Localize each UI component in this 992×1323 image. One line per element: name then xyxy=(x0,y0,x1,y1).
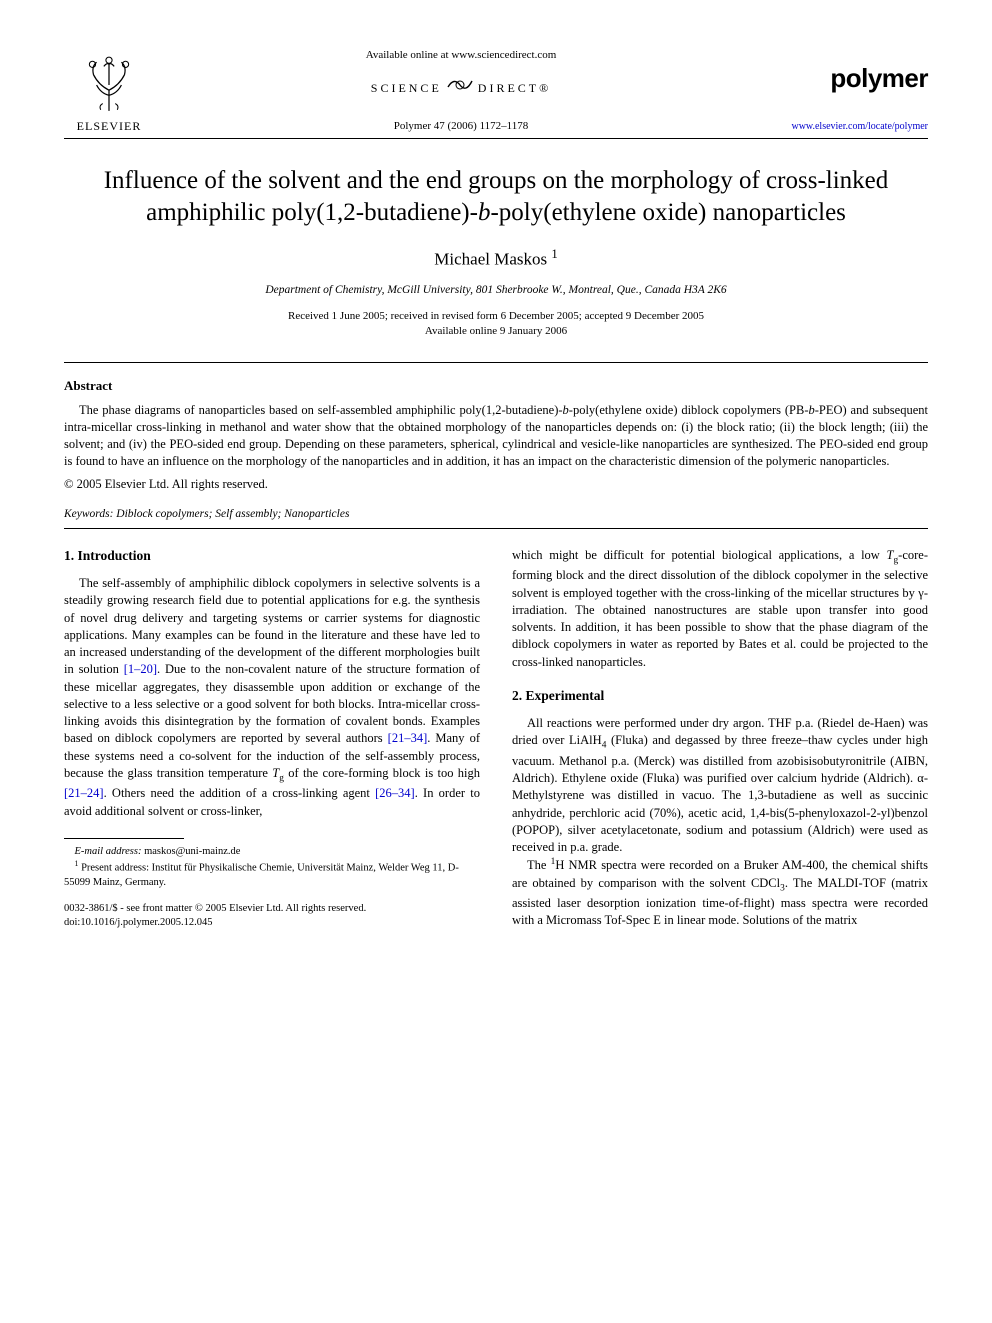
section-2-head: 2. Experimental xyxy=(512,687,928,705)
exp-p2a: The xyxy=(527,859,551,873)
available-online-text: Available online at www.sciencedirect.co… xyxy=(154,48,768,63)
journal-name: polymer xyxy=(768,61,928,96)
keywords-value: Diblock copolymers; Self assembly; Nanop… xyxy=(113,508,349,520)
keywords-rule xyxy=(64,528,928,529)
article-title: Influence of the solvent and the end gro… xyxy=(84,165,908,230)
sciencedirect-logo: SCIENCE DIRECT® xyxy=(371,73,551,103)
intro-p1d: of the core-forming block is too high xyxy=(284,766,480,780)
right-column: which might be difficult for potential b… xyxy=(512,547,928,930)
publisher-logo-block: ELSEVIER xyxy=(64,54,154,134)
sd-left: SCIENCE xyxy=(371,80,442,96)
abstract-copyright: © 2005 Elsevier Ltd. All rights reserved… xyxy=(64,476,928,493)
footer-line-2: doi:10.1016/j.polymer.2005.12.045 xyxy=(64,916,480,930)
sd-swirl-icon xyxy=(446,73,474,103)
ref-21-34[interactable]: [21–34] xyxy=(388,731,428,745)
header-center: Available online at www.sciencedirect.co… xyxy=(154,48,768,134)
header-rule xyxy=(64,138,928,139)
ref-1-20[interactable]: [1–20] xyxy=(124,662,157,676)
author-line: Michael Maskos 1 xyxy=(64,246,928,272)
keywords-line: Keywords: Diblock copolymers; Self assem… xyxy=(64,507,928,523)
title-part-3: -poly(ethylene oxide) nanoparticles xyxy=(490,199,845,226)
abstract-label: Abstract xyxy=(64,377,928,395)
footnote-email: E-mail address: maskos@uni-mainz.de xyxy=(64,845,480,859)
title-italic-b: b xyxy=(478,199,491,226)
author-name: Michael Maskos xyxy=(434,249,551,268)
journal-link[interactable]: www.elsevier.com/locate/polymer xyxy=(768,120,928,134)
section-1-head: 1. Introduction xyxy=(64,547,480,565)
ref-21-24[interactable]: [21–24] xyxy=(64,786,104,800)
abs-p1: The phase diagrams of nanoparticles base… xyxy=(79,403,563,417)
abstract-body: The phase diagrams of nanoparticles base… xyxy=(64,402,928,470)
author-footnote-marker: 1 xyxy=(551,247,557,261)
left-column: 1. Introduction The self-assembly of amp… xyxy=(64,547,480,930)
affiliation: Department of Chemistry, McGill Universi… xyxy=(64,283,928,299)
intro-p2b: -core-forming block and the direct disso… xyxy=(512,548,928,669)
intro-p2a: which might be difficult for potential b… xyxy=(512,548,887,562)
present-address-text: Present address: Institut für Physikalis… xyxy=(64,863,459,888)
article-dates: Received 1 June 2005; received in revise… xyxy=(64,309,928,340)
footer-meta: 0032-3861/$ - see front matter © 2005 El… xyxy=(64,902,480,930)
intro-paragraph-2: which might be difficult for potential b… xyxy=(512,547,928,671)
sd-right: DIRECT® xyxy=(478,80,551,96)
keywords-label: Keywords: xyxy=(64,508,113,520)
two-column-body: 1. Introduction The self-assembly of amp… xyxy=(64,547,928,930)
intro-paragraph-1: The self-assembly of amphiphilic diblock… xyxy=(64,575,480,820)
abstract-top-rule xyxy=(64,362,928,363)
abs-p3: -poly(ethylene oxide) diblock copolymers… xyxy=(569,403,809,417)
email-value: maskos@uni-mainz.de xyxy=(141,846,240,857)
journal-block: polymer www.elsevier.com/locate/polymer xyxy=(768,61,928,134)
dates-line-1: Received 1 June 2005; received in revise… xyxy=(64,309,928,324)
intro-p1e: . Others need the addition of a cross-li… xyxy=(104,786,376,800)
email-label: E-mail address: xyxy=(75,846,142,857)
elsevier-tree-icon xyxy=(78,54,140,116)
ref-26-34[interactable]: [26–34] xyxy=(375,786,415,800)
page-header: ELSEVIER Available online at www.science… xyxy=(64,48,928,134)
citation-line: Polymer 47 (2006) 1172–1178 xyxy=(154,119,768,134)
footer-line-1: 0032-3861/$ - see front matter © 2005 El… xyxy=(64,902,480,916)
footnote-present-address: 1 Present address: Institut für Physikal… xyxy=(64,859,480,890)
exp-paragraph-1: All reactions were performed under dry a… xyxy=(512,715,928,856)
publisher-name: ELSEVIER xyxy=(77,118,142,134)
dates-line-2: Available online 9 January 2006 xyxy=(64,324,928,339)
exp-paragraph-2: The 1H NMR spectra were recorded on a Br… xyxy=(512,856,928,929)
exp-p1b: (Fluka) and degassed by three freeze–tha… xyxy=(512,733,928,854)
footnote-rule xyxy=(64,838,184,839)
